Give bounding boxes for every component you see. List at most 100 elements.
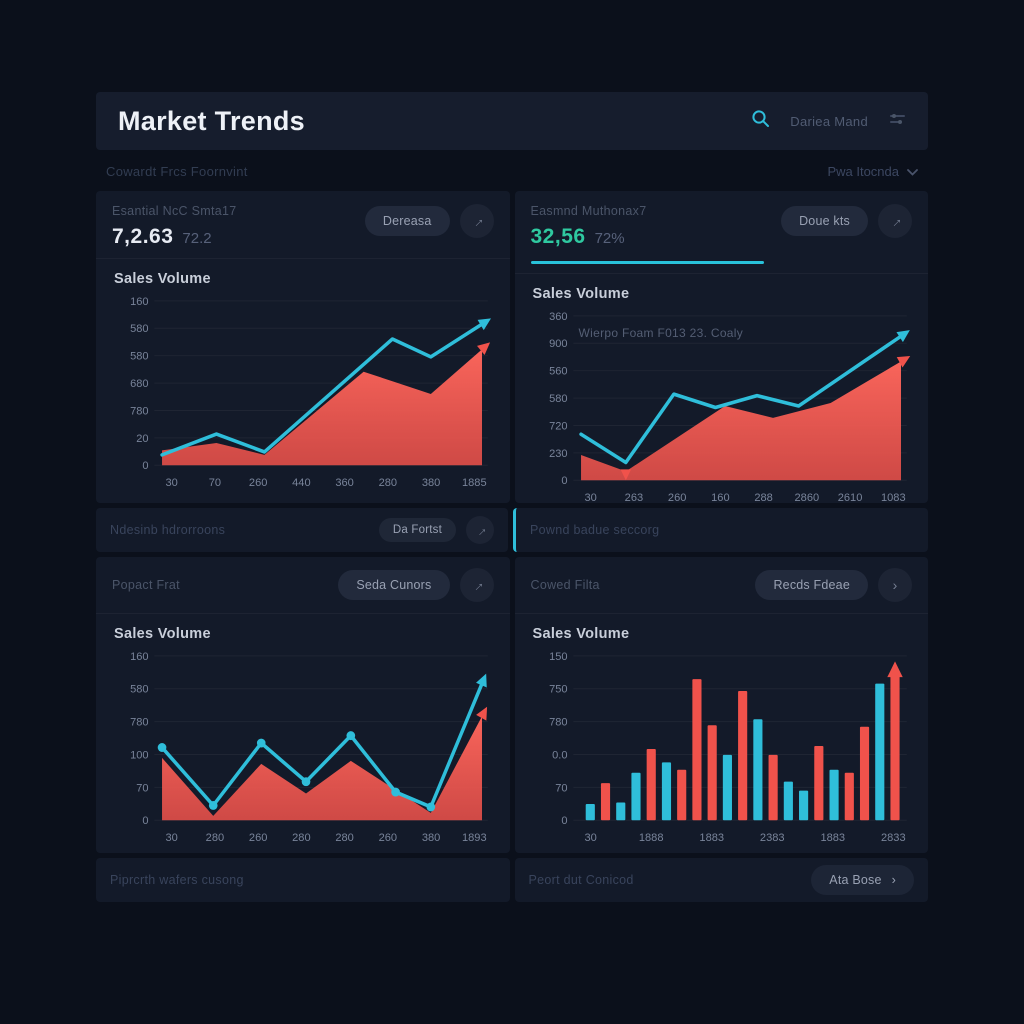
panel-1-chart-title: Sales Volume <box>114 271 211 287</box>
svg-text:360: 360 <box>335 477 353 489</box>
svg-text:380: 380 <box>422 832 440 844</box>
svg-text:30: 30 <box>166 477 178 489</box>
svg-text:2610: 2610 <box>837 492 862 503</box>
panel-2-expand-button[interactable]: → <box>878 204 912 238</box>
panel-2-progress-bar <box>530 261 764 264</box>
svg-text:70: 70 <box>136 782 148 794</box>
svg-text:260: 260 <box>249 477 267 489</box>
svg-text:2833: 2833 <box>880 832 905 844</box>
mid-bar-left: Ndesinb hdrorroons Da Fortst → <box>96 508 508 552</box>
svg-text:160: 160 <box>130 296 148 308</box>
panel-1-expand-button[interactable]: → <box>459 204 494 238</box>
svg-text:720: 720 <box>549 420 567 432</box>
svg-text:0: 0 <box>561 475 567 487</box>
svg-text:680: 680 <box>130 378 148 390</box>
svg-text:0: 0 <box>142 460 148 472</box>
svg-text:280: 280 <box>335 832 353 844</box>
svg-text:30: 30 <box>584 492 596 503</box>
svg-text:0.0: 0.0 <box>552 749 567 761</box>
arrow-up-right-icon: → <box>470 520 490 540</box>
mid-bar-right-text: Pownd badue seccorg <box>530 523 660 537</box>
svg-text:560: 560 <box>549 366 567 378</box>
panel-4-chart-area: Sales Volume 150 750 780 0.0 70 0 30 1888 1883 23… <box>515 614 929 850</box>
svg-text:70: 70 <box>209 477 221 489</box>
panel-1-header: Esantial NcC Smta17 7,2.63 72.2 Dereasa … <box>96 191 510 259</box>
svg-text:150: 150 <box>549 651 567 663</box>
panel-2-chart-area: Sales Volume Wierpo Foam F013 23. Coaly … <box>515 274 929 503</box>
panel-3-chart-title: Sales Volume <box>114 626 211 642</box>
svg-text:780: 780 <box>130 405 148 417</box>
panel-4-label: Cowed Filta <box>530 578 600 592</box>
footer-bar-left-text: Piprcrth wafers cusong <box>110 873 244 887</box>
mid-bar-right: Pownd badue seccorg <box>513 508 928 552</box>
svg-text:580: 580 <box>549 393 567 405</box>
svg-text:280: 280 <box>206 832 224 844</box>
mid-bar-left-expand-button[interactable]: → <box>466 516 494 544</box>
panel-3-expand-button[interactable]: → <box>459 568 494 602</box>
panel-2-chart-title: Sales Volume <box>532 286 630 302</box>
svg-text:280: 280 <box>379 477 397 489</box>
page-title: Market Trends <box>118 105 305 136</box>
panel-2-action-button[interactable]: Doue kts <box>781 206 868 236</box>
arrow-up-right-icon: → <box>465 574 488 596</box>
svg-text:2860: 2860 <box>794 492 819 503</box>
svg-text:280: 280 <box>292 832 310 844</box>
svg-text:260: 260 <box>667 492 685 503</box>
svg-text:1083: 1083 <box>880 492 905 503</box>
top-bar-actions: Dariea Mand <box>751 109 906 133</box>
svg-text:580: 580 <box>130 351 148 363</box>
panel-4-header: Cowed Filta Recds Fdeae › <box>514 557 928 614</box>
panel-sales-trend-2: Easmnd Muthonax7 32,56 72% Doue kts → Sa… <box>514 191 929 503</box>
sales-volume-line-chart: 160 580 780 100 70 0 30 280 260 280 280 260 380 1893 <box>130 651 488 844</box>
search-input[interactable]: Dariea Mand <box>790 113 868 129</box>
svg-text:750: 750 <box>549 684 567 696</box>
panel-3-action-button[interactable]: Seda Cunors <box>338 570 450 600</box>
period-dropdown-label: Pwa Itocnda <box>827 164 899 179</box>
mid-bar-left-button[interactable]: Da Fortst <box>378 518 456 542</box>
svg-text:260: 260 <box>249 832 267 844</box>
chevron-down-icon <box>907 164 918 179</box>
svg-text:263: 263 <box>624 492 642 503</box>
footer-action-button[interactable]: Ata Bose › <box>811 865 914 895</box>
panel-sales-trend-4: Cowed Filta Recds Fdeae › Sales Volume 1… <box>514 557 929 853</box>
svg-text:580: 580 <box>130 684 148 696</box>
panel-2-value: 32,56 <box>530 225 586 248</box>
svg-text:1883: 1883 <box>699 832 724 844</box>
panel-4-expand-button[interactable]: › <box>878 568 912 602</box>
period-dropdown[interactable]: Pwa Itocnda <box>827 164 918 179</box>
panel-sales-trend-3: Popact Frat Seda Cunors → Sales Volume 1… <box>96 557 510 853</box>
svg-text:440: 440 <box>292 477 310 489</box>
panel-1-value-suffix: 72.2 <box>182 230 212 247</box>
svg-text:0: 0 <box>561 815 567 827</box>
svg-text:360: 360 <box>549 311 567 323</box>
sales-volume-area-chart-2: 360 900 560 580 720 230 0 30 263 260 160 288 2860 261… <box>549 311 910 503</box>
panel-2-value-suffix: 72% <box>594 230 625 247</box>
mid-bar-left-text: Ndesinb hdrorroons <box>110 523 226 537</box>
panel-3-chart-area: Sales Volume 160 580 780 100 70 0 30 280 260 280 2… <box>96 614 510 850</box>
svg-text:30: 30 <box>584 832 596 844</box>
panel-4-action-button[interactable]: Recds Fdeae <box>755 570 868 600</box>
footer-bar-right: Peort dut Conicod Ata Bose › <box>514 858 928 902</box>
sales-volume-area-chart-1: 160 580 580 680 780 20 0 30 70 260 440 360 280 380 188… <box>130 296 492 489</box>
top-bar: Market Trends Dariea Mand <box>96 92 928 150</box>
dashboard: Market Trends Dariea Mand Cowardt Frcs F <box>96 92 928 902</box>
chevron-right-icon: › <box>891 873 896 887</box>
svg-text:230: 230 <box>549 448 567 460</box>
sales-volume-bar-chart: 150 750 780 0.0 70 0 30 1888 1883 2383 1883 2833 <box>549 651 907 844</box>
svg-text:1883: 1883 <box>820 832 845 844</box>
panel-3-label: Popact Frat <box>112 578 180 592</box>
panel-4-chart-title: Sales Volume <box>532 626 630 642</box>
panel-1-value: 7,2.63 <box>112 225 174 248</box>
svg-text:1888: 1888 <box>638 832 663 844</box>
chevron-right-icon: › <box>892 577 898 593</box>
svg-text:0: 0 <box>142 815 148 827</box>
footer-action-label: Ata Bose <box>829 873 882 887</box>
panel-1-action-button[interactable]: Dereasa <box>364 206 450 236</box>
svg-text:30: 30 <box>166 832 178 844</box>
svg-text:20: 20 <box>136 433 148 445</box>
filter-sliders-icon[interactable] <box>888 112 906 131</box>
search-icon[interactable] <box>751 109 770 133</box>
panel-2-chart-annotation: Wierpo Foam F013 23. Coaly <box>578 326 744 340</box>
svg-text:580: 580 <box>130 323 148 335</box>
svg-text:70: 70 <box>555 782 567 794</box>
